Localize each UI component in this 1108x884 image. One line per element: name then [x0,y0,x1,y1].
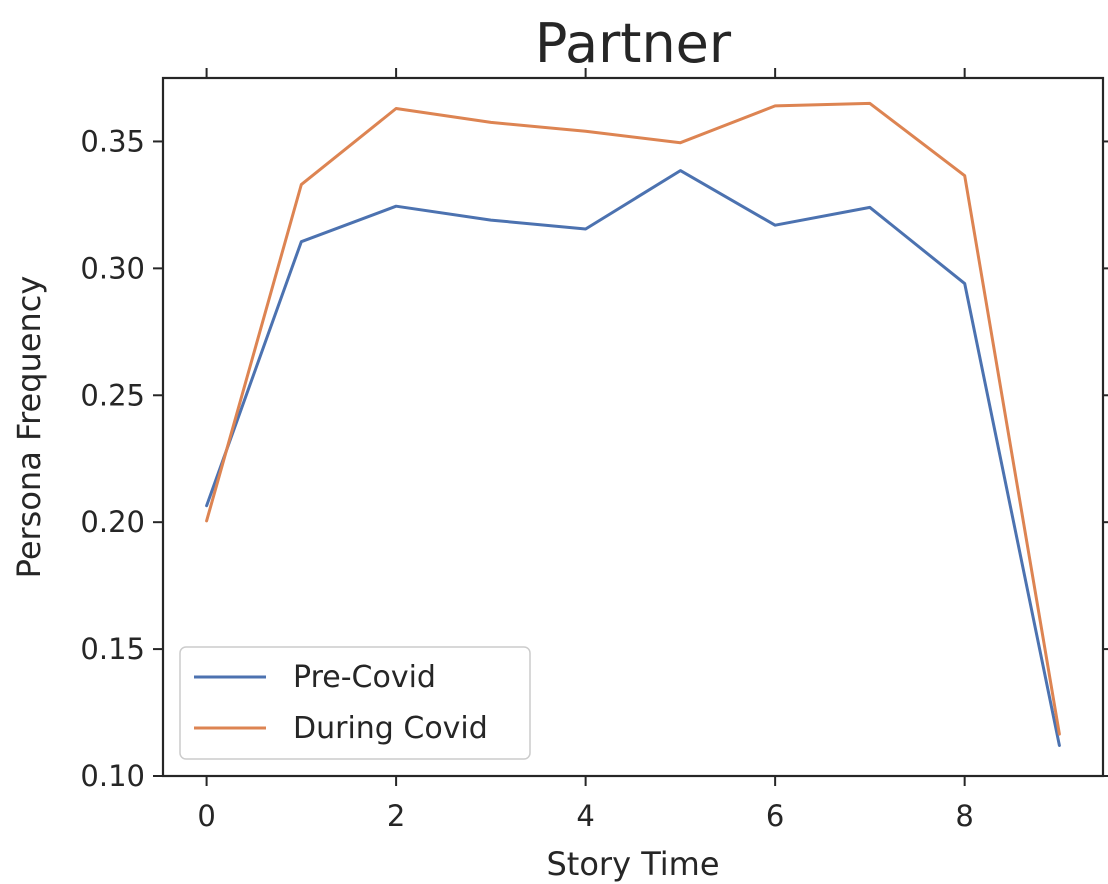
series-lines [205,101,1061,747]
y-tick-label: 0.35 [80,124,145,158]
y-tick-label: 0.15 [80,632,145,666]
legend-label-pre-covid: Pre-Covid [293,660,436,695]
chart-title: Partner [535,12,732,75]
x-axis-label: Story Time [546,845,719,883]
y-tick-label: 0.20 [80,505,145,539]
y-tick-label: 0.30 [80,251,145,285]
legend-label-during-covid: During Covid [293,711,488,746]
axis-ticks: 0 2 4 6 8 0.10 0.15 0.20 0.25 0.30 0.35 [80,68,1108,833]
x-tick-label: 6 [766,799,784,833]
y-axis-label: Persona Frequency [10,276,48,579]
plot-frame [161,76,1105,778]
series-line-during-covid [205,101,1061,736]
x-tick-label: 2 [387,799,405,833]
y-tick-label: 0.10 [80,759,145,793]
legend-box [179,646,531,760]
legend: Pre-Covid During Covid [179,646,531,760]
x-tick-label: 8 [955,799,973,833]
x-tick-label: 0 [197,799,215,833]
series-line-pre-covid [205,169,1061,747]
x-tick-label: 4 [576,799,594,833]
y-tick-label: 0.25 [80,378,145,412]
